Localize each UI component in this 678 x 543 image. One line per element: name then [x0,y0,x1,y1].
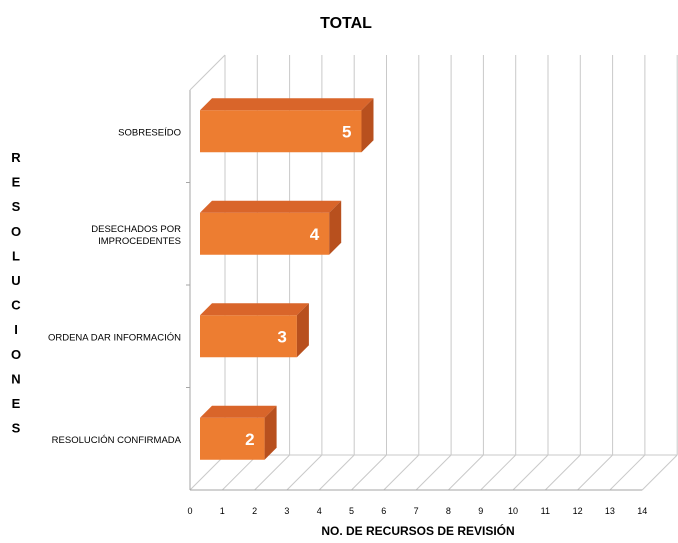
gridline-floor [254,454,290,491]
y-axis-label-letter: S [12,199,21,214]
y-axis-label-letter: O [11,347,21,362]
bar-top [200,405,277,418]
x-tick-label: 8 [446,506,451,516]
gridline-floor [383,454,420,491]
x-tick-label: 6 [381,506,386,516]
data-label: 2 [245,430,254,449]
bar-top [200,303,309,316]
gridline-floor [577,454,613,491]
bar-front [200,417,265,460]
x-tick-label: 5 [349,506,354,516]
side-wall-top [189,54,226,91]
x-tick-label: 12 [573,506,583,516]
data-label: 4 [310,225,320,244]
y-axis-label-letter: O [11,224,21,239]
y-axis-label-letter: E [12,175,21,190]
x-tick-label: 10 [508,506,518,516]
category-label: SOBRESEÍDO [118,127,181,138]
y-axis-label-letter: R [11,150,21,165]
gridline-floor [351,454,387,491]
bar-top [200,98,374,111]
bar-0: 5 [200,98,374,153]
x-tick-label: 13 [605,506,615,516]
bar-front [200,110,362,153]
data-label: 3 [277,327,286,346]
gridline-floor [318,454,355,491]
bar-side [296,303,309,358]
bar-side [329,200,342,255]
category-label: ORDENA DAR INFORMACIÓN [48,332,181,343]
y-axis-label-letter: E [12,396,21,411]
bar-3: 2 [200,405,277,460]
category-label: IMPROCEDENTES [98,236,181,247]
x-tick-labels: 0 1 2 3 4 5 6 7 8 9 10 11 12 13 14 [187,506,647,516]
x-tick-label: 1 [220,506,225,516]
y-axis-label-letter: U [11,273,20,288]
x-tick-label: 7 [414,506,419,516]
gridline-floor [480,454,517,491]
gridline-floor [609,454,646,491]
x-tick-label: 14 [637,506,647,516]
x-tick-label: 9 [478,506,483,516]
data-label: 5 [342,122,351,141]
plot-grid [186,54,678,491]
bar-side [264,405,277,460]
category-label: DESECHADOS POR [91,224,181,235]
gridline-floor [286,454,323,491]
x-tick-label: 3 [284,506,289,516]
category-label: RESOLUCIÓN CONFIRMADA [52,435,182,446]
bar-front [200,315,297,358]
bar-side [361,98,374,153]
gridline-floor [189,454,226,491]
gridline-floor [221,454,258,491]
bar-front [200,212,330,255]
gridline-floor [512,454,549,491]
y-axis-label-letter: C [11,298,21,313]
x-axis-label: NO. DE RECURSOS DE REVISIÓN [321,523,514,538]
y-axis-label-letter: S [12,421,21,436]
x-tick-label: 0 [187,506,192,516]
bar-2: 3 [200,303,309,358]
bar-top [200,200,342,213]
x-tick-label: 2 [252,506,257,516]
y-axis-label-letter: L [12,248,20,263]
gridline-floor [448,454,484,491]
gridline-floor [544,454,581,491]
y-axis-label-letter: N [11,371,20,386]
x-tick-label: 11 [541,506,550,516]
bar-1: 4 [200,200,342,255]
gridline-floor [641,454,678,491]
chart-title: TOTAL [320,15,372,32]
x-tick-label: 4 [317,506,322,516]
bars: 5 4 3 2 [200,98,374,460]
gridline-floor [415,454,452,491]
y-axis-label-letter: I [14,322,18,337]
